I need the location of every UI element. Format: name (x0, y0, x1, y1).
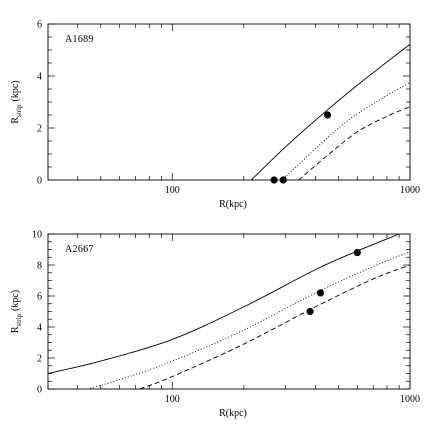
data-point (353, 249, 361, 257)
panel-label: A2667 (65, 244, 94, 255)
plot-frame (47, 23, 411, 181)
y-tick-label: 8 (37, 261, 42, 272)
y-tick-label: 2 (37, 354, 42, 365)
y-tick-label: 10 (32, 230, 42, 241)
y-axis-label-unit: (kpc) (10, 290, 21, 311)
data-point (316, 289, 325, 297)
chart-panel-a2667: 100 1000 0 2 4 6 8 10 R(kpc) Rstrip (kpc) A2667 (10, 230, 420, 420)
y-tick-label: 0 (37, 176, 42, 187)
series-line-dotted (281, 82, 410, 180)
x-tick-label: 1000 (400, 185, 420, 196)
plot-frame (47, 233, 411, 390)
y-axis-label-sub: strip (15, 104, 23, 117)
y-tick-label: 6 (37, 292, 42, 303)
x-axis-label: R(kpc) (219, 199, 247, 210)
y-tick-label: 2 (37, 124, 42, 135)
series-line-dashed (139, 264, 410, 389)
y-tick-label: 6 (37, 20, 42, 31)
data-point (279, 176, 287, 184)
y-tick-label: 4 (37, 323, 42, 334)
chart-panel-a1689: 100 1000 0 2 4 6 R(kpc) Rstrip (kpc) A1689 (10, 20, 420, 211)
curves-group (48, 234, 410, 389)
data-point (270, 176, 278, 184)
data-point (306, 307, 314, 316)
curves-group (251, 43, 410, 180)
y-axis-label: Rstrip (kpc) (10, 80, 23, 123)
y-axis-label-main: R (10, 117, 21, 124)
y-axis-label-main: R (10, 326, 21, 333)
x-axis-label: R(kpc) (219, 408, 247, 419)
y-tick-label: 0 (37, 385, 42, 396)
x-tick-label: 100 (165, 185, 180, 196)
y-axis-label-sub: strip (15, 314, 23, 327)
data-point (323, 111, 332, 119)
series-line-solid (48, 234, 400, 374)
x-tick-label: 100 (165, 394, 180, 405)
series-line-dotted (87, 251, 410, 389)
series-line-dashed (298, 106, 410, 180)
series-line-solid (251, 43, 410, 180)
y-axis-label: Rstrip (kpc) (10, 290, 23, 333)
y-axis-label-unit: (kpc) (10, 80, 21, 101)
y-tick-label: 4 (37, 72, 42, 83)
panel-label: A1689 (65, 34, 94, 45)
x-tick-label: 1000 (400, 394, 420, 405)
